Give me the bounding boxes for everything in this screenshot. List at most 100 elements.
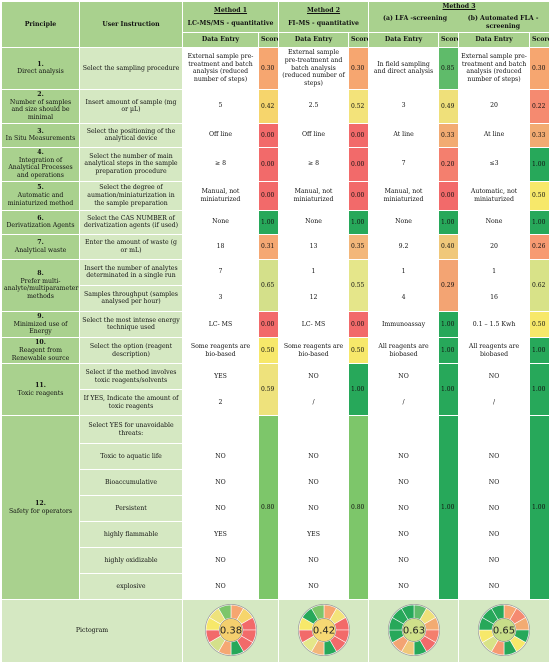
principle-cell: 8. Prefer multi-analyte/multiparameter me…	[1, 258, 80, 312]
data-entry-cell: NO	[458, 547, 531, 575]
score-cell: 0.00	[257, 310, 280, 339]
score-cell: 0.52	[348, 88, 370, 124]
pictogram-wheel-method-1: 0.38	[204, 603, 257, 656]
data-entry-cell	[278, 415, 350, 445]
data-entry-cell: NO	[182, 573, 259, 601]
score-header: Score	[438, 32, 460, 48]
score-cell: 0.29	[438, 258, 460, 312]
data-entry-cell: NO	[182, 469, 259, 497]
data-entry-cell: 5	[182, 88, 259, 124]
score-cell: 1.00	[529, 363, 550, 417]
pictogram-wheel-method-3a: 0.63	[387, 603, 440, 656]
table-row: 8. Prefer multi-analyte/multiparameter me…	[1, 258, 550, 312]
score-cell: 1.00	[438, 336, 460, 365]
data-entry-cell: 0.1 – 1.5 Kwh	[458, 310, 531, 339]
data-entry-cell: 7	[182, 258, 259, 286]
data-entry-cell: 20	[458, 233, 531, 260]
score-cell: 1.00	[348, 363, 370, 417]
wheel-score: 0.65	[493, 625, 515, 636]
table-row: 10. Reagent from Renewable source Select …	[1, 336, 550, 365]
principle-cell: 3. In Situ Measurements	[1, 122, 80, 148]
principle-cell: 12. Safety for operators	[1, 415, 80, 601]
score-cell: 0.40	[438, 233, 460, 260]
table-row: 9. Minimized use of Energy Select the mos…	[1, 310, 550, 339]
instruction-cell: explosive	[79, 573, 183, 601]
instruction-cell: Enter the amount of waste (g or mL)	[79, 233, 183, 260]
score-cell: 0.62	[529, 258, 550, 312]
wheel-center	[218, 618, 243, 642]
table-row: 2. Number of samples and size should be m…	[1, 88, 550, 124]
data-entry-cell: LC- MS	[182, 310, 259, 339]
table-row: If YES, Indicate the amount of toxic rea…	[2, 389, 550, 417]
data-entry-cell: NO	[368, 547, 440, 575]
header-method-3: Method 3 (a) LFA -screening (b) Automate…	[368, 1, 550, 33]
pictogram-cell-1: 0.38	[181, 599, 280, 663]
data-entry-cell: 18	[182, 233, 259, 260]
pictogram-wheel-method-2: 0.42	[297, 603, 350, 656]
data-entry-cell: 3	[182, 284, 259, 312]
principle-cell: 10. Reagent from Renewable source	[1, 336, 80, 365]
score-cell: 0.50	[257, 336, 280, 365]
table-row: 4. Integration of Analytical Processes an…	[1, 146, 550, 182]
data-entry-cell: Manual, not miniaturized	[278, 180, 350, 211]
score-cell: 0.20	[438, 146, 460, 182]
data-entry-cell: External sample pre-treatment and batch …	[182, 47, 259, 90]
data-entry-cell: 1	[458, 258, 531, 286]
score-cell: 0.50	[529, 310, 550, 339]
score-cell: 0.55	[348, 258, 370, 312]
instruction-cell: Select the most intense energy technique…	[79, 310, 183, 339]
data-entry-cell: 16	[458, 284, 531, 312]
data-entry-cell: NO	[182, 443, 259, 471]
pictogram-row: Pictogram 0.38 0.42 0.63 0.65	[1, 599, 550, 663]
instruction-cell: Toxic to aquatic life	[79, 443, 183, 471]
instruction-cell: Select the CAS NUMBER of derivatization …	[79, 209, 183, 235]
instruction-cell: Insert amount of sample (mg or µL)	[79, 88, 183, 124]
wheel-score: 0.42	[312, 625, 334, 636]
data-entry-cell: NO	[368, 443, 440, 471]
score-cell: 0.22	[529, 88, 550, 124]
pictogram-cell-3b: 0.65	[458, 599, 550, 663]
score-cell: 0.85	[438, 47, 460, 90]
data-entry-cell: 4	[368, 284, 440, 312]
method-3-title: Method 3	[442, 3, 476, 11]
data-entry-cell: NO	[458, 443, 531, 471]
data-entry-cell: None	[278, 209, 350, 235]
score-cell: 0.31	[257, 233, 280, 260]
data-entry-cell: NO	[278, 443, 350, 471]
method-1-subtitle: LC-MS/MS - quantitative	[187, 19, 274, 27]
table-row: 7. Analytical waste Enter the amount of w…	[1, 233, 550, 260]
score-cell: 0.00	[257, 122, 280, 148]
data-entry-cell: ≥ 8	[182, 146, 259, 182]
data-entry-cell: NO	[278, 547, 350, 575]
score-cell: 1.00	[529, 146, 550, 182]
pictogram-cell-3a: 0.63	[368, 599, 460, 663]
method-1-title: Method 1	[213, 6, 248, 14]
instruction-cell: Insert the number of analytes determinat…	[79, 258, 183, 286]
score-cell: 1.00	[438, 415, 460, 601]
data-entry-cell: NO	[368, 363, 440, 391]
instruction-cell: Select the option (reagent description)	[79, 336, 183, 365]
score-cell: 0.00	[348, 122, 370, 148]
score-cell: 0.00	[348, 180, 370, 211]
data-entry-header: Data Entry	[458, 32, 531, 48]
data-entry-cell: 12	[278, 284, 350, 312]
data-entry-header: Data Entry	[278, 32, 350, 48]
wheel-center	[492, 618, 516, 642]
pictogram-wheel-method-3b: 0.65	[478, 603, 531, 656]
score-cell: 1.00	[529, 209, 550, 235]
data-entry-cell: 20	[458, 88, 531, 124]
data-entry-cell: 1	[368, 258, 440, 286]
data-entry-cell: ≤3	[458, 146, 531, 182]
wheel-segment	[491, 604, 505, 620]
data-entry-cell: Automatic, not miniaturized	[458, 180, 531, 211]
data-entry-cell: NO	[368, 573, 440, 601]
score-header: Score	[529, 32, 550, 48]
score-cell: 0.26	[529, 233, 550, 260]
wheel-segment	[400, 604, 414, 620]
data-entry-cell: None	[368, 209, 440, 235]
data-entry-cell: 2	[182, 389, 259, 417]
pictogram-label: Pictogram	[1, 599, 183, 663]
score-cell: 0.35	[348, 233, 370, 260]
data-entry-cell: NO	[458, 521, 531, 549]
